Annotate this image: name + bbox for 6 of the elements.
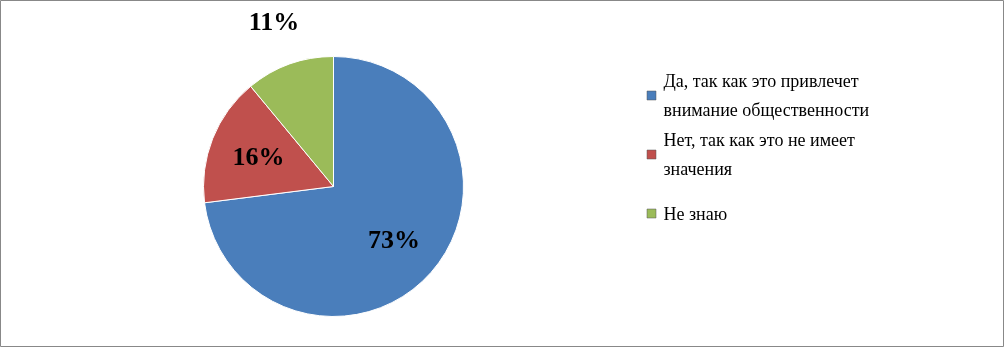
data-label: 11% [248,6,300,36]
legend-label: Да, так как это привлечет внимание общественности [663,71,870,120]
legend-label: Нет, так как это не имеет значения [663,130,856,179]
data-label: 73% [367,225,420,255]
legend-label: Не знаю [663,203,728,224]
data-label: 16% [232,142,285,172]
